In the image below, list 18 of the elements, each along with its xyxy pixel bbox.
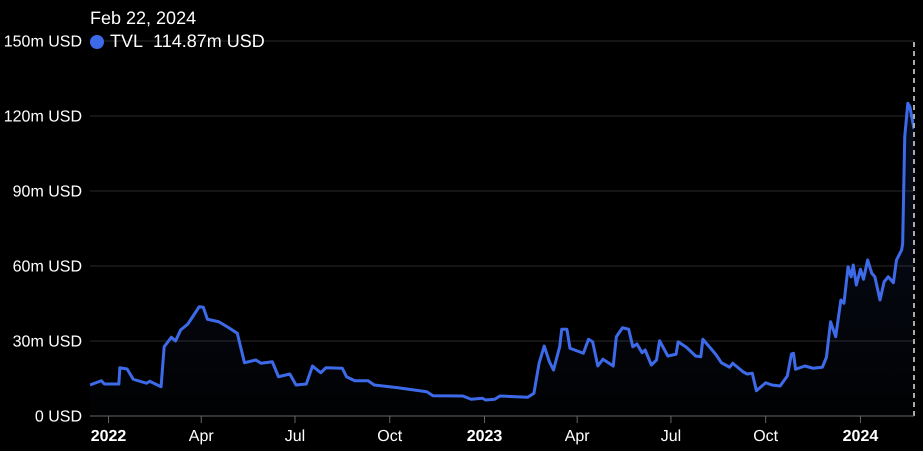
x-tick-label: 2024	[842, 428, 878, 445]
y-tick-label: 0 USD	[34, 408, 82, 426]
x-tick-label: Oct	[753, 428, 779, 445]
y-tick-label: 60m USD	[12, 258, 82, 276]
x-tick-label: Jul	[660, 428, 682, 445]
x-tick-label: Apr	[188, 428, 214, 445]
x-tick-label: Oct	[377, 428, 403, 445]
legend-label: TVL	[110, 31, 144, 52]
y-tick-label: 30m USD	[12, 334, 82, 351]
x-tick-label: Jul	[284, 428, 306, 445]
x-tick-label: 2022	[90, 428, 126, 445]
x-tick-label: Apr	[564, 428, 590, 445]
y-tick-label: 120m USD	[4, 108, 82, 126]
annotation: 114.87m USD	[153, 31, 265, 52]
text: Feb 22, 2024	[90, 8, 198, 29]
y-tick-label: 150m USD	[4, 34, 82, 51]
y-tick-label: 90m USD	[12, 184, 82, 201]
x-tick-label: 2023	[466, 428, 502, 445]
